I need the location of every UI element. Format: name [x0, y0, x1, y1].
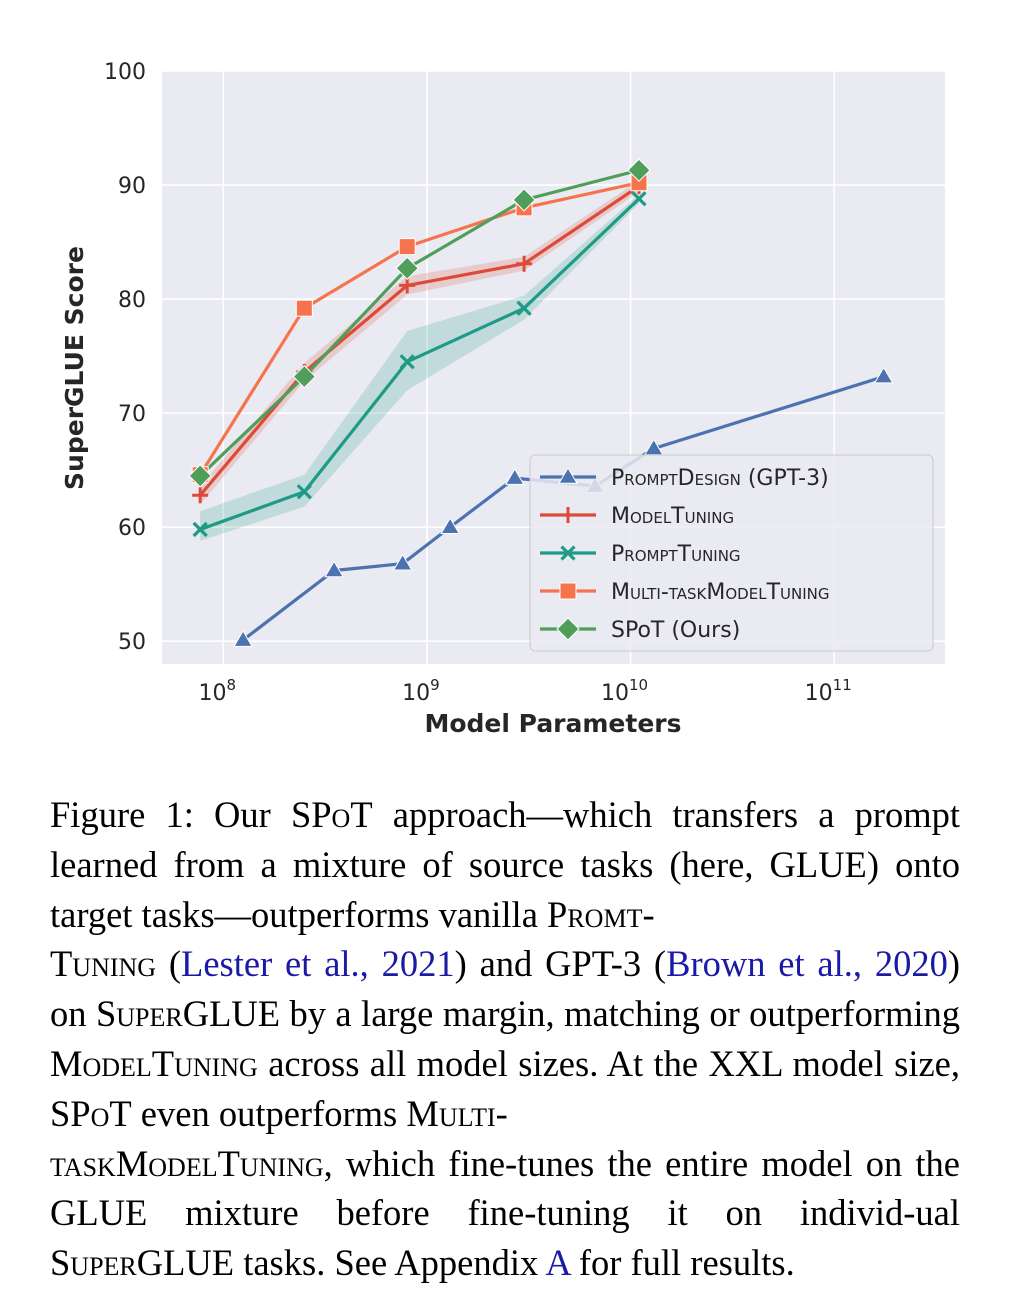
- caption-text: (: [156, 943, 182, 985]
- data-point: [296, 484, 312, 500]
- legend-label: Multi-taskModelTuning: [611, 580, 829, 605]
- data-point: [504, 468, 525, 485]
- x-tick-labels: 108 109 1010 1011: [199, 676, 852, 706]
- x-tick-label: 1010: [601, 676, 648, 706]
- legend-marker: [558, 467, 578, 484]
- legend-label: ModelTuning: [611, 504, 734, 529]
- caption-text: by a large margin, matching or outperfor…: [280, 993, 961, 1035]
- caption-superglue: SuperGLUE: [95, 993, 281, 1035]
- data-point: [399, 354, 415, 370]
- citation-lester[interactable]: Lester et al., 2021: [181, 943, 455, 985]
- x-tick-label: 108: [199, 676, 237, 706]
- x-tick-label: 1011: [805, 676, 852, 706]
- caption-text: ) on: [50, 943, 961, 1035]
- caption-text: tasks. See Appendix: [234, 1242, 546, 1284]
- figure-caption: Figure 1: Our SPoT approach—which transf…: [50, 790, 960, 1288]
- data-point: [295, 299, 313, 317]
- legend-label: PromptDesign (GPT-3): [611, 466, 829, 491]
- caption-text: across all model sizes. At the XXL model…: [257, 1042, 960, 1084]
- y-axis-label: SuperGLUE Score: [60, 246, 89, 490]
- data-point: [631, 191, 647, 207]
- y-tick-label: 100: [104, 60, 146, 85]
- data-point: [512, 188, 536, 212]
- caption-multitask: Multi-taskModelTuning: [50, 1092, 508, 1184]
- caption-modeltuning: ModelTuning: [50, 1042, 258, 1084]
- caption-text: approach—which transfers a prompt learne…: [50, 794, 961, 935]
- caption-spot: SPoT: [50, 1092, 132, 1134]
- appendix-link[interactable]: A: [545, 1242, 570, 1284]
- caption-text: for full results.: [569, 1242, 795, 1284]
- data-point: [188, 464, 212, 488]
- legend-box: [529, 454, 934, 652]
- legend-label: PromptTuning: [611, 542, 741, 567]
- legend: PromptDesign (GPT-3) ModelTuning PromptTun…: [529, 454, 934, 652]
- data-point: [627, 158, 651, 182]
- y-tick-labels: 50 60 70 80 90 100: [104, 60, 146, 655]
- data-point: [192, 487, 209, 504]
- citation-brown[interactable]: Brown et al., 2020: [666, 943, 948, 985]
- superglue-chart: 50 60 70 80 90 100 108 109 1010 1011 Model Param…: [60, 60, 945, 738]
- caption-text: even outperforms: [131, 1092, 407, 1134]
- y-tick-label: 80: [118, 288, 146, 313]
- data-point: [873, 366, 894, 384]
- y-tick-label: 50: [118, 630, 146, 655]
- legend-marker: [560, 507, 576, 523]
- legend-marker: [559, 582, 577, 600]
- x-tick-label: 109: [402, 676, 440, 706]
- data-point: [399, 277, 416, 294]
- legend-marker: [556, 617, 580, 641]
- legend-marker: [560, 545, 576, 561]
- data-point: [392, 553, 413, 571]
- caption-text: , which fine-tunes the entire model on t…: [50, 1142, 960, 1234]
- caption-spot: SPoT: [290, 794, 373, 835]
- caption-prompttuning: Promt- Tuning: [50, 893, 655, 985]
- x-axis-label: Model Parameters: [424, 709, 681, 738]
- data-point: [440, 517, 461, 534]
- y-tick-label: 90: [118, 174, 146, 199]
- caption-text: ) and GPT-3 (: [454, 943, 667, 985]
- caption-superglue: SuperGLUE: [50, 1242, 235, 1284]
- data-point: [395, 256, 419, 280]
- y-tick-label: 70: [118, 402, 146, 427]
- data-point: [516, 300, 532, 316]
- data-point: [192, 521, 208, 538]
- data-point: [233, 630, 253, 647]
- caption-text: Figure 1: Our: [50, 794, 291, 835]
- legend-label: SPoT (Ours): [611, 618, 740, 643]
- data-point: [398, 238, 416, 256]
- data-point: [324, 560, 344, 578]
- y-tick-label: 60: [118, 516, 146, 541]
- data-point: [292, 364, 317, 389]
- confidence-band: [200, 194, 640, 541]
- data-point: [516, 255, 533, 272]
